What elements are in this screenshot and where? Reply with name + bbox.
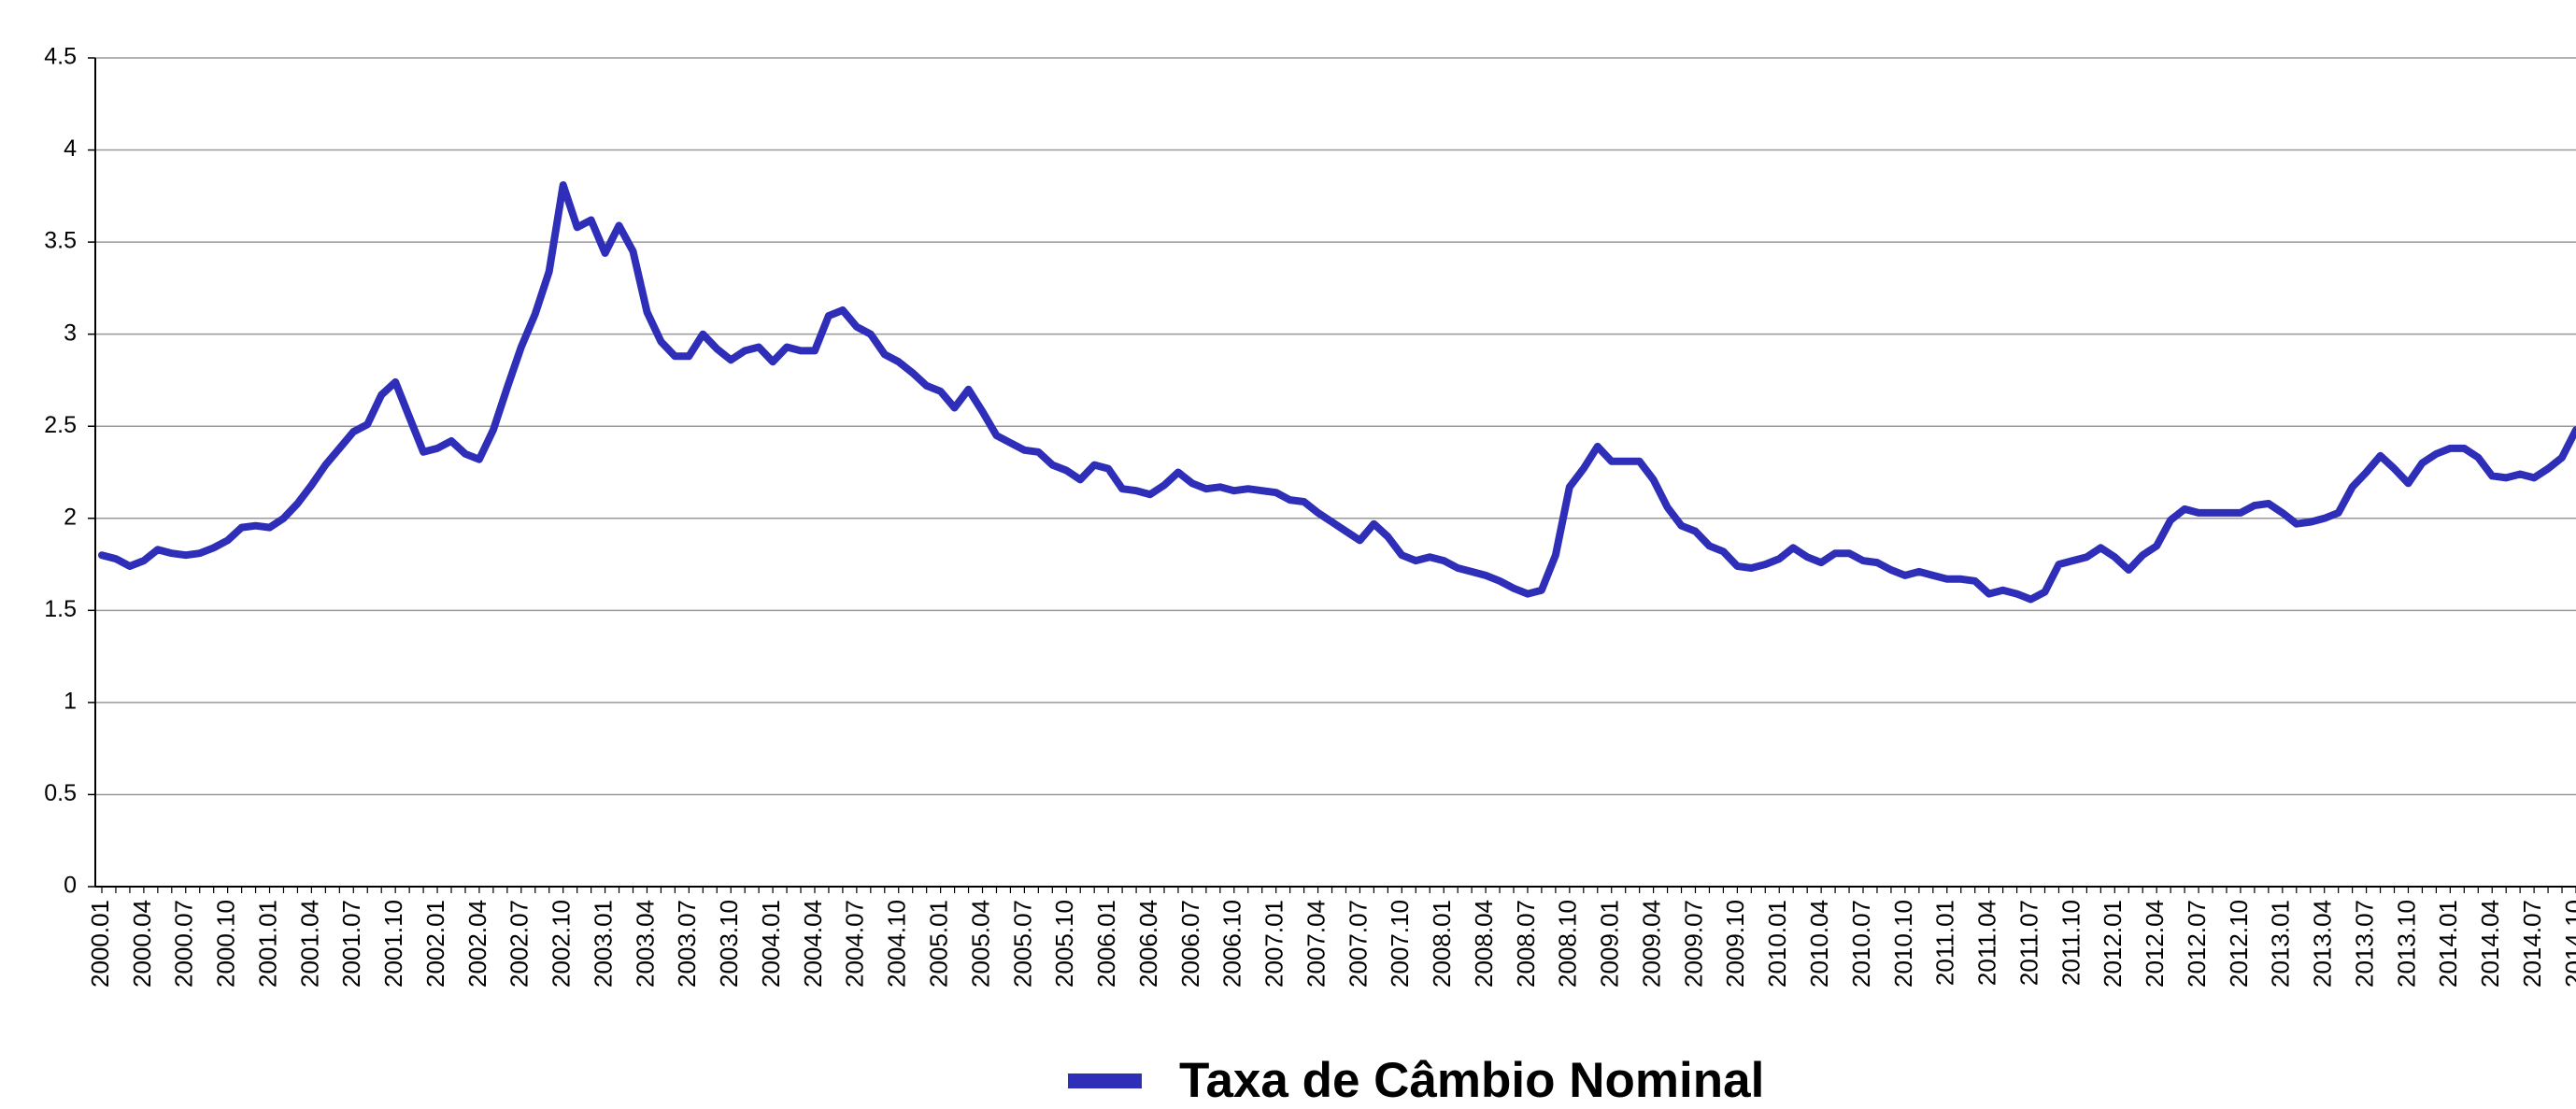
x-tick-label: 2001.01 xyxy=(253,900,281,988)
y-tick-label: 0.5 xyxy=(44,780,77,806)
x-tick-label: 2009.10 xyxy=(1721,900,1749,988)
x-tick-label: 2009.01 xyxy=(1596,900,1624,988)
x-tick-label: 2014.07 xyxy=(2518,900,2546,988)
x-tick-label: 2004.07 xyxy=(841,900,869,988)
y-tick-label: 1.5 xyxy=(44,596,77,622)
x-tick-label: 2010.01 xyxy=(1763,900,1791,988)
x-tick-label: 2005.07 xyxy=(1008,900,1036,988)
legend-label: Taxa de Câmbio Nominal xyxy=(1179,1053,1764,1108)
x-tick-label: 2008.10 xyxy=(1554,900,1582,988)
x-tick-label: 2009.04 xyxy=(1637,900,1665,988)
x-tick-label: 2001.07 xyxy=(337,900,365,988)
x-tick-label: 2006.04 xyxy=(1134,900,1162,988)
x-tick-label: 2011.04 xyxy=(1973,900,2001,986)
x-tick-label: 2014.04 xyxy=(2476,900,2504,988)
x-tick-label: 2004.01 xyxy=(757,900,785,988)
x-tick-label: 2008.04 xyxy=(1470,900,1498,988)
x-tick-label: 2013.04 xyxy=(2309,900,2337,988)
x-tick-label: 2007.04 xyxy=(1302,900,1330,988)
x-tick-label: 2002.10 xyxy=(548,900,576,988)
x-tick-label: 2012.04 xyxy=(2141,900,2169,988)
x-tick-label: 2013.01 xyxy=(2267,900,2295,988)
x-tick-label: 2005.10 xyxy=(1050,900,1078,988)
x-tick-label: 2010.10 xyxy=(1889,900,1917,988)
x-tick-label: 2012.01 xyxy=(2099,900,2127,988)
x-tick-label: 2008.07 xyxy=(1512,900,1540,988)
x-tick-label: 2011.07 xyxy=(2014,900,2042,986)
x-tick-label: 2006.01 xyxy=(1092,900,1120,988)
y-tick-label: 0 xyxy=(64,873,77,899)
y-tick-label: 2 xyxy=(64,504,77,530)
x-tick-label: 2007.07 xyxy=(1344,900,1372,988)
x-tick-label: 2005.04 xyxy=(966,900,994,988)
x-tick-label: 2011.01 xyxy=(1931,900,1959,986)
x-tick-label: 2004.04 xyxy=(799,900,827,988)
x-tick-label: 2012.10 xyxy=(2225,900,2253,988)
x-tick-label: 2002.07 xyxy=(505,900,534,988)
x-tick-label: 2006.07 xyxy=(1176,900,1204,988)
x-tick-label: 2007.10 xyxy=(1386,900,1414,988)
x-tick-label: 2013.10 xyxy=(2392,900,2420,988)
legend-swatch xyxy=(1068,1073,1142,1088)
y-tick-label: 4 xyxy=(64,135,77,162)
y-tick-label: 4.5 xyxy=(44,44,77,70)
x-tick-label: 2014.10 xyxy=(2560,900,2576,988)
y-tick-label: 3 xyxy=(64,320,77,346)
x-tick-label: 2003.01 xyxy=(589,900,617,988)
x-tick-label: 2000.07 xyxy=(170,900,198,988)
x-tick-label: 2011.10 xyxy=(2057,900,2085,986)
x-tick-label: 2009.07 xyxy=(1679,900,1707,988)
x-tick-label: 2000.10 xyxy=(212,900,240,988)
x-tick-label: 2001.04 xyxy=(295,900,323,988)
x-tick-label: 2007.01 xyxy=(1260,900,1288,988)
x-tick-label: 2000.01 xyxy=(86,900,114,988)
series-line xyxy=(98,181,2576,604)
x-tick-label: 2010.07 xyxy=(1847,900,1875,988)
x-tick-label: 2002.04 xyxy=(463,900,491,988)
x-tick-label: 2000.04 xyxy=(128,900,156,988)
x-tick-label: 2004.10 xyxy=(883,900,911,988)
x-tick-label: 2005.01 xyxy=(925,900,953,988)
x-tick-label: 2003.04 xyxy=(631,900,659,988)
x-tick-label: 2002.01 xyxy=(421,900,449,988)
y-tick-label: 3.5 xyxy=(44,228,77,254)
x-tick-label: 2013.07 xyxy=(2350,900,2378,988)
x-tick-label: 2014.01 xyxy=(2434,900,2462,988)
x-tick-label: 2003.10 xyxy=(715,900,743,988)
x-tick-label: 2001.10 xyxy=(379,900,407,988)
x-tick-label: 2008.01 xyxy=(1428,900,1456,988)
y-tick-label: 2.5 xyxy=(44,412,77,438)
x-tick-label: 2010.04 xyxy=(1805,900,1833,988)
y-tick-label: 1 xyxy=(64,688,77,714)
x-tick-label: 2012.07 xyxy=(2183,900,2211,988)
x-tick-label: 2003.07 xyxy=(673,900,701,988)
x-tick-label: 2006.10 xyxy=(1218,900,1246,988)
